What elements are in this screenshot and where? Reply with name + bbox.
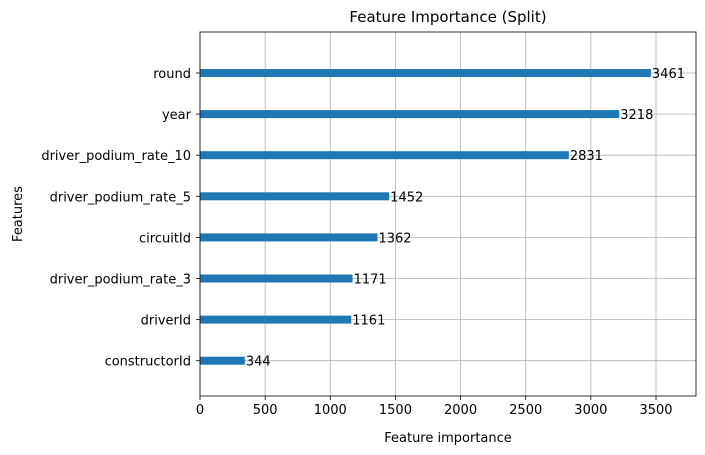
x-axis-ticks: 0 500 1000 1500 2000 2500 3000 3500 — [196, 396, 673, 418]
bars — [200, 69, 651, 365]
y-tick-label-constructorId: constructorId — [105, 355, 191, 370]
y-tick-label-driver_podium_rate_3: driver_podium_rate_3 — [50, 273, 191, 288]
x-tick-label: 3500 — [639, 403, 672, 418]
x-tick-label: 500 — [253, 403, 278, 418]
value-label-driver_podium_rate_5: 1452 — [390, 190, 423, 205]
y-tick-label-driver_podium_rate_5: driver_podium_rate_5 — [50, 190, 191, 205]
bar-driver_podium_rate_10 — [200, 151, 569, 160]
bar-driver_podium_rate_3 — [200, 274, 353, 283]
chart-title: Feature Importance (Split) — [349, 8, 546, 26]
y-tick-label-round: round — [153, 67, 191, 82]
bar-driver_podium_rate_5 — [200, 192, 390, 201]
y-axis-ticks: round year driver_podium_rate_10 driver_pod… — [41, 67, 200, 370]
y-axis-label: Features — [11, 186, 26, 242]
value-label-round: 3461 — [652, 67, 685, 82]
value-label-circuitId: 1362 — [378, 231, 411, 246]
plot-frame — [199, 31, 697, 397]
y-tick-label-driver_podium_rate_10: driver_podium_rate_10 — [41, 149, 191, 164]
x-tick-label: 3000 — [574, 403, 607, 418]
x-tick-label: 0 — [196, 403, 204, 418]
x-tick-label: 1000 — [314, 403, 347, 418]
bar-round — [200, 69, 651, 77]
value-label-constructorId: 344 — [246, 355, 271, 370]
bar-year — [200, 110, 620, 119]
value-label-driver_podium_rate_10: 2831 — [570, 149, 603, 164]
y-tick-label-circuitId: circuitId — [139, 231, 191, 246]
value-labels: 3461 3218 2831 1452 1362 1171 1161 344 — [246, 67, 685, 370]
x-tick-label: 1500 — [379, 403, 412, 418]
x-tick-label: 2000 — [444, 403, 477, 418]
value-label-driver_podium_rate_3: 1171 — [354, 273, 387, 288]
y-tick-label-driverId: driverId — [141, 314, 191, 329]
value-label-year: 3218 — [620, 108, 653, 123]
x-axis-label: Feature importance — [384, 431, 512, 446]
grid — [199, 32, 696, 396]
x-tick-label: 2500 — [509, 403, 542, 418]
y-tick-label-year: year — [162, 108, 192, 123]
bar-driverId — [200, 315, 352, 324]
value-label-driverId: 1161 — [352, 314, 385, 329]
bar-circuitId — [200, 233, 378, 242]
bar-constructorId — [200, 356, 245, 365]
